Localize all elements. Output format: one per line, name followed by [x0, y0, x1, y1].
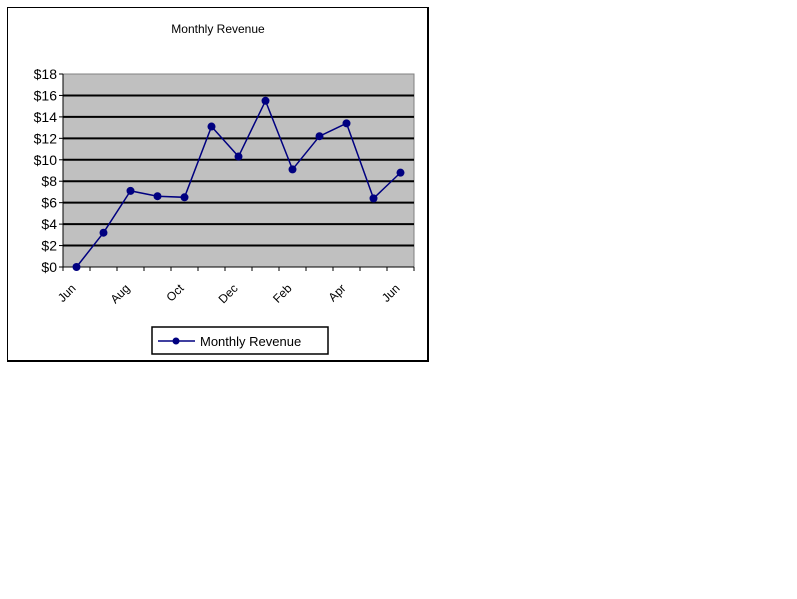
chart-frame: Monthly Revenue $0 $2 $4 $6 $8 $10 $12 $14 $16 $1…	[7, 7, 429, 362]
x-tick-label: Dec	[216, 281, 241, 306]
y-tick-label: $14	[34, 109, 58, 125]
chart-title: Monthly Revenue	[171, 22, 265, 36]
data-point	[288, 165, 297, 174]
data-point	[369, 194, 378, 203]
x-tick-label: Apr	[326, 281, 349, 304]
x-tick-label: Jun	[379, 281, 403, 305]
x-tick-label: Jun	[55, 281, 79, 305]
y-tick-label: $12	[34, 130, 58, 146]
y-tick-label: $8	[41, 173, 57, 189]
data-point	[153, 192, 162, 201]
y-tick-label: $0	[41, 259, 57, 275]
data-point	[315, 132, 324, 141]
data-point	[234, 152, 243, 161]
legend-label: Monthly Revenue	[200, 334, 301, 349]
data-point	[261, 96, 270, 105]
legend: Monthly Revenue	[151, 326, 329, 355]
data-point	[180, 193, 189, 202]
y-tick-label: $10	[34, 152, 58, 168]
y-tick-label: $18	[34, 66, 58, 82]
plot-area	[62, 73, 415, 268]
data-point	[99, 228, 108, 237]
x-tick-label: Oct	[164, 281, 188, 305]
data-point	[126, 186, 135, 195]
y-tick-label: $2	[41, 238, 57, 254]
line-chart: Monthly Revenue $0 $2 $4 $6 $8 $10 $12 $14 $16 $1…	[34, 22, 415, 355]
data-point	[72, 263, 81, 271]
y-tick-label: $4	[41, 216, 57, 232]
data-point	[342, 119, 351, 128]
y-tick-label: $16	[34, 87, 58, 103]
x-tick-label: Aug	[108, 281, 133, 306]
y-tick-label: $6	[41, 195, 57, 211]
data-point	[207, 122, 216, 131]
data-point	[396, 168, 405, 177]
x-tick-label: Feb	[270, 281, 295, 306]
legend-marker-icon	[172, 337, 180, 345]
